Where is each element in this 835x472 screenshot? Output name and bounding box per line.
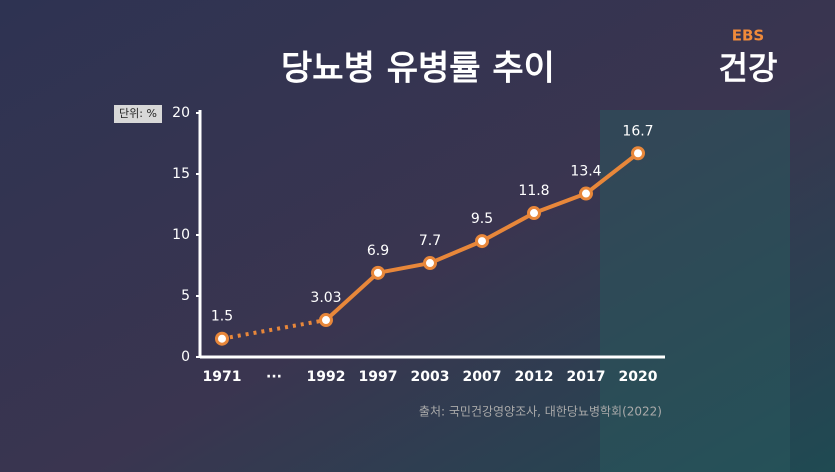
marker xyxy=(319,313,333,328)
y-tick-label: 20 xyxy=(172,105,190,121)
y-tick-label: 5 xyxy=(181,288,190,304)
marker xyxy=(579,186,593,201)
logo-top: EBS xyxy=(732,27,764,45)
marker xyxy=(423,256,437,271)
y-tick-label: 0 xyxy=(181,349,190,365)
y-tick-label: 15 xyxy=(172,166,190,182)
value-label: 1.5 xyxy=(211,309,233,325)
x-tick-label: 2007 xyxy=(463,369,502,385)
source: 출처: 국민건강영양조사, 대한당뇨병학회(2022) xyxy=(419,405,662,419)
unit-box xyxy=(114,105,162,123)
marker xyxy=(215,331,229,346)
x-tick-label: 1971 xyxy=(203,369,242,385)
value-label: 6.9 xyxy=(367,243,389,259)
value-label: 3.03 xyxy=(310,290,341,306)
x-tick-label: ··· xyxy=(266,369,282,385)
logo-bottom: 건강 xyxy=(719,49,778,87)
marker xyxy=(371,265,385,280)
marker xyxy=(527,206,541,221)
value-label: 13.4 xyxy=(570,164,601,180)
x-tick-label: 1992 xyxy=(307,369,346,385)
unit-label: 단위: % xyxy=(119,107,157,120)
x-tick-label: 1997 xyxy=(359,369,398,385)
x-tick-label: 2003 xyxy=(411,369,450,385)
marker xyxy=(475,234,489,249)
value-label: 11.8 xyxy=(518,183,549,199)
value-label: 7.7 xyxy=(419,233,441,249)
value-label: 16.7 xyxy=(622,123,653,139)
x-tick-label: 2012 xyxy=(515,369,554,385)
gap-connector xyxy=(221,318,327,341)
y-tick-label: 10 xyxy=(172,227,190,243)
x-tick-label: 2017 xyxy=(567,369,606,385)
background-shape xyxy=(600,110,790,472)
x-tick-label: 2020 xyxy=(619,369,658,385)
value-label: 9.5 xyxy=(471,211,493,227)
chart-title: 당뇨병 유병률 추이 xyxy=(281,49,555,89)
marker xyxy=(631,146,645,161)
